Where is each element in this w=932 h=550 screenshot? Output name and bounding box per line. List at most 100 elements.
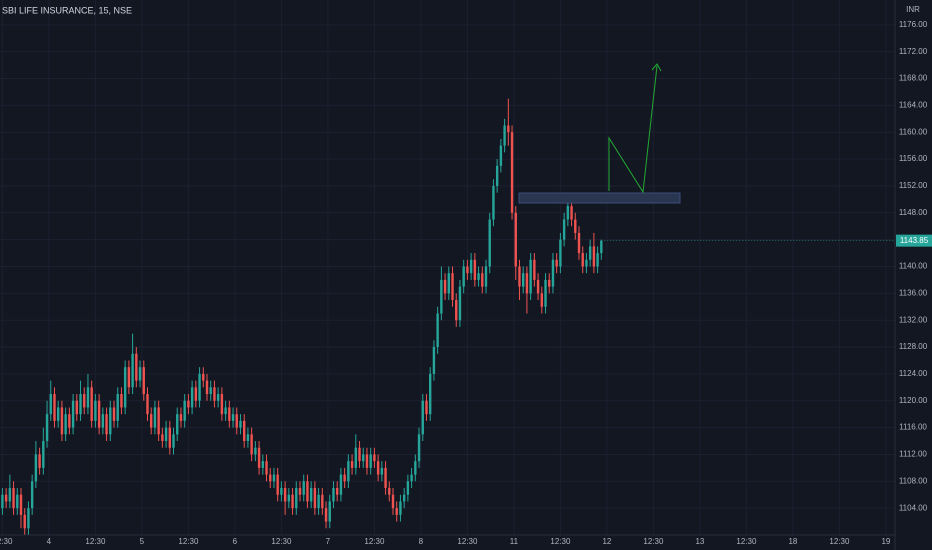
candle-body (592, 246, 596, 267)
candle-body (388, 488, 391, 495)
y-tick-label: 1136.00 (899, 288, 928, 297)
y-tick-label: 1120.00 (899, 396, 928, 405)
y-tick-label: 1132.00 (899, 315, 928, 324)
candle-body (283, 488, 287, 502)
candle-body (566, 206, 570, 220)
candle-body (135, 353, 138, 381)
candle-body (150, 414, 153, 428)
candle-body (503, 125, 506, 146)
candle-body (38, 454, 41, 468)
candle-body (492, 185, 495, 220)
candle-body (276, 474, 279, 495)
candle-body (27, 508, 30, 529)
candle-body (495, 165, 499, 186)
candle-body (8, 488, 12, 502)
y-tick-label: 1160.00 (899, 127, 928, 136)
candle-body (324, 508, 328, 522)
candle-body (53, 394, 56, 421)
x-tick-label: 4 (47, 537, 52, 546)
y-tick-label: 1164.00 (899, 100, 928, 109)
candle-body (243, 420, 246, 442)
candle-body (172, 434, 175, 448)
candle-body (384, 467, 387, 489)
candle-body (75, 400, 78, 415)
candle-body (57, 407, 60, 421)
candle-body (570, 206, 573, 220)
y-tick-label: 1128.00 (899, 342, 928, 351)
candle-body (265, 461, 268, 475)
candle-body (295, 488, 298, 509)
candle-body (555, 259, 558, 267)
candle-body (116, 394, 119, 421)
candle-body (142, 367, 145, 395)
candle-body (205, 380, 209, 395)
candle-body (499, 145, 503, 166)
y-tick-label: 1124.00 (899, 369, 928, 378)
currency-label: INR (906, 5, 920, 14)
candle-body (481, 273, 484, 287)
x-tick-label: 12:30 (829, 537, 850, 546)
chart-title: SBI LIFE INSURANCE, 15, NSE (2, 5, 132, 15)
candle-body (287, 494, 291, 502)
candle-body (443, 279, 447, 294)
candle-body (358, 447, 361, 462)
y-tick-label: 1152.00 (899, 181, 928, 190)
candle-body (250, 434, 253, 455)
candle-body (309, 488, 313, 502)
candle-body (164, 427, 168, 442)
candle-body (86, 387, 90, 408)
candle-body (157, 407, 160, 435)
candle-body (421, 400, 424, 435)
x-tick-label: 12:30 (271, 537, 292, 546)
y-tick-label: 1168.00 (899, 74, 928, 83)
candle-body (97, 400, 101, 428)
candle-body (209, 387, 212, 395)
candle-body (79, 394, 82, 415)
candle-body (30, 481, 34, 509)
candle-body (536, 279, 540, 294)
candle-body (194, 387, 198, 401)
candle-body (231, 414, 235, 421)
axes: 1104.00 1108.00 1112.00 1116.00 1120.00 1124.… (0, 20, 932, 546)
candle-body (414, 461, 417, 475)
x-tick-label: 12:30 (178, 537, 199, 546)
candle-body (574, 219, 577, 233)
candle-body (588, 246, 592, 260)
candle-body (436, 313, 439, 348)
arrow-head (651, 63, 662, 72)
candle-body (328, 501, 331, 522)
candle-body (317, 494, 320, 509)
y-tick-label: 1148.00 (899, 208, 928, 217)
x-tick-label: 6 (233, 537, 238, 546)
candle-body (391, 494, 395, 509)
candle-body (562, 219, 566, 240)
last-price-label: 1143.85 (900, 236, 929, 245)
candle-body (202, 373, 205, 381)
candle-body (90, 387, 93, 421)
candle-body (350, 461, 354, 468)
candle-body (16, 494, 19, 509)
candle-body (522, 273, 525, 287)
candle-body (280, 488, 283, 495)
y-tick-label: 1116.00 (899, 423, 927, 432)
candle-body (112, 407, 116, 421)
candle-body (410, 474, 413, 482)
candle-body (473, 259, 477, 280)
candle-body (447, 273, 450, 294)
candle-body (544, 279, 547, 307)
x-tick-label: 7 (326, 537, 331, 546)
candle-body (488, 219, 491, 267)
candle-body (600, 240, 603, 254)
candle-body (269, 474, 272, 482)
x-tick-label: 19 (881, 537, 890, 546)
candle-body (239, 420, 242, 428)
candle-body (548, 279, 551, 287)
candle-body (213, 387, 216, 401)
candle-body (1, 494, 4, 509)
candle-body (261, 461, 264, 468)
candle-body (220, 394, 224, 415)
candle-body (83, 394, 86, 408)
candle-body (596, 253, 599, 267)
